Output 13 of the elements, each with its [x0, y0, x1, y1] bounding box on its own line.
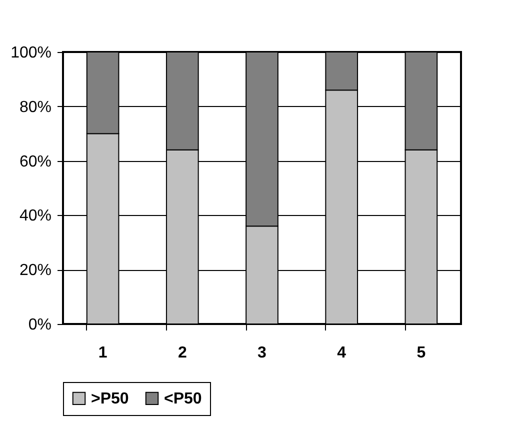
x-tick-label: 2 — [178, 344, 187, 362]
legend-label: <P50 — [164, 390, 202, 408]
x-tick-label: 5 — [416, 344, 426, 362]
y-tick-label: 80% — [19, 98, 52, 116]
x-tick-label: 1 — [98, 344, 108, 362]
y-tick-label: 100% — [10, 44, 52, 62]
y-tick-label: 20% — [19, 262, 52, 280]
y-tick-label: 0% — [28, 316, 52, 334]
y-tick-label: 60% — [19, 153, 52, 170]
x-tick-label: 4 — [337, 344, 346, 362]
legend-label: >P50 — [91, 390, 129, 408]
x-tick-label: 3 — [258, 344, 267, 362]
y-tick-label: 40% — [19, 208, 52, 225]
